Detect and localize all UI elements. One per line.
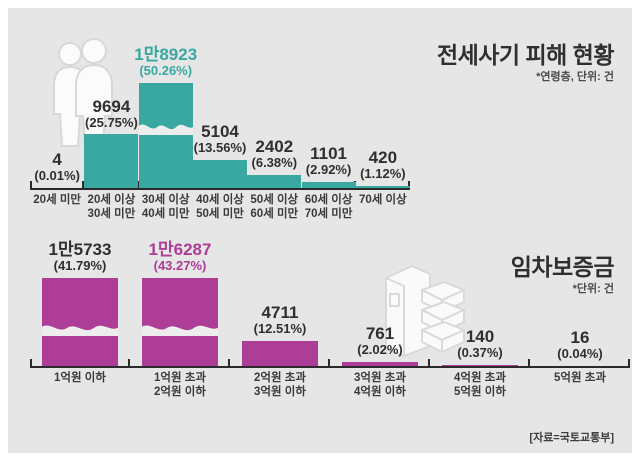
x-axis-label: 20세 이상 30세 미만 [87, 194, 136, 221]
x-axis-label: 40세 이상 50세 미만 [196, 194, 244, 221]
axis-tick [628, 359, 630, 367]
bar [138, 83, 193, 188]
bar [342, 361, 418, 366]
money-stacks-icon [385, 265, 465, 357]
source-note: [자료=국토교통부] [529, 432, 614, 444]
bar [247, 174, 302, 188]
x-axis-label: 1억원 초과 2억원 이하 [154, 372, 206, 399]
bar-value-label: 761 (2.02%) [357, 324, 403, 358]
section-two-title: 임차보증금 [510, 254, 615, 280]
axis-tick [228, 359, 230, 367]
page-title: 전세사기 피해 현황 [436, 42, 615, 68]
axis-tick [428, 359, 430, 367]
bar [442, 364, 518, 366]
bar-value-label: 420 (1.12%) [360, 148, 406, 182]
x-axis [30, 366, 630, 368]
bar-value-label: 1101 (2.92%) [305, 144, 352, 178]
bar-value-label: 16 (0.04%) [557, 328, 603, 362]
axis-tick [528, 359, 530, 367]
axis-tick [30, 181, 32, 189]
x-axis-label: 70세 이상 [358, 194, 407, 206]
x-axis-label: 20세 미만 [33, 194, 82, 206]
bar [42, 278, 118, 366]
axis-tick [128, 359, 130, 367]
x-axis-label: 2억원 초과 3억원 이하 [254, 372, 306, 399]
bar [301, 181, 356, 188]
x-axis-label: 5억원 초과 [554, 372, 606, 384]
bar [192, 159, 247, 188]
chart-deposit-distribution: 1만5733 (41.79%) 1억원 이하 1만6287 (43.27%) 1억원 초과… [30, 240, 630, 399]
x-axis-label: 60세 이상 70세 미만 [304, 194, 353, 221]
bar [84, 134, 139, 188]
infographic-panel: 전세사기 피해 현황 *연령층, 단위: 건 4 (0.01%) 20세 미만 969… [8, 8, 632, 453]
bar-value-label: 1만6287 (43.27%) [148, 240, 212, 274]
bar [242, 340, 318, 366]
page-subtitle: *연령층, 단위: 건 [536, 71, 614, 83]
bar [355, 185, 410, 188]
bar-value-label: 1만8923 (50.26%) [134, 45, 198, 79]
two-people-icon [53, 38, 113, 149]
axis-tick [408, 181, 410, 189]
bar-value-label: 9694 (25.75%) [85, 96, 138, 130]
x-axis-label: 4억원 초과 5억원 이하 [454, 372, 506, 399]
bar-value-label: 4 (0.01%) [34, 150, 80, 184]
x-axis-label: 1억원 이하 [54, 372, 106, 384]
axis-tick [82, 181, 85, 189]
bar [142, 278, 218, 366]
bar-value-label: 1만5733 (41.79%) [48, 240, 112, 274]
bar-value-label: 2402 (6.38%) [251, 137, 298, 171]
bar-value-label: 5104 (13.56%) [193, 122, 247, 156]
section-two-subtitle: *단위: 건 [572, 283, 614, 295]
bar-value-label: 140 (0.37%) [457, 326, 503, 360]
chart-age-distribution: 4 (0.01%) 20세 미만 9694 (25.75%) 20세 이상 30세 미만 1만… [30, 36, 410, 221]
bar-value-label: 4711 (12.51%) [253, 302, 307, 336]
x-axis-label: 30세 이상 40세 미만 [141, 194, 190, 221]
axis-tick [30, 359, 32, 367]
x-axis-label: 50세 이상 60세 미만 [250, 194, 299, 221]
x-axis [30, 188, 410, 190]
axis-tick [328, 359, 330, 367]
x-axis-label: 3억원 초과 4억원 이하 [354, 372, 406, 399]
